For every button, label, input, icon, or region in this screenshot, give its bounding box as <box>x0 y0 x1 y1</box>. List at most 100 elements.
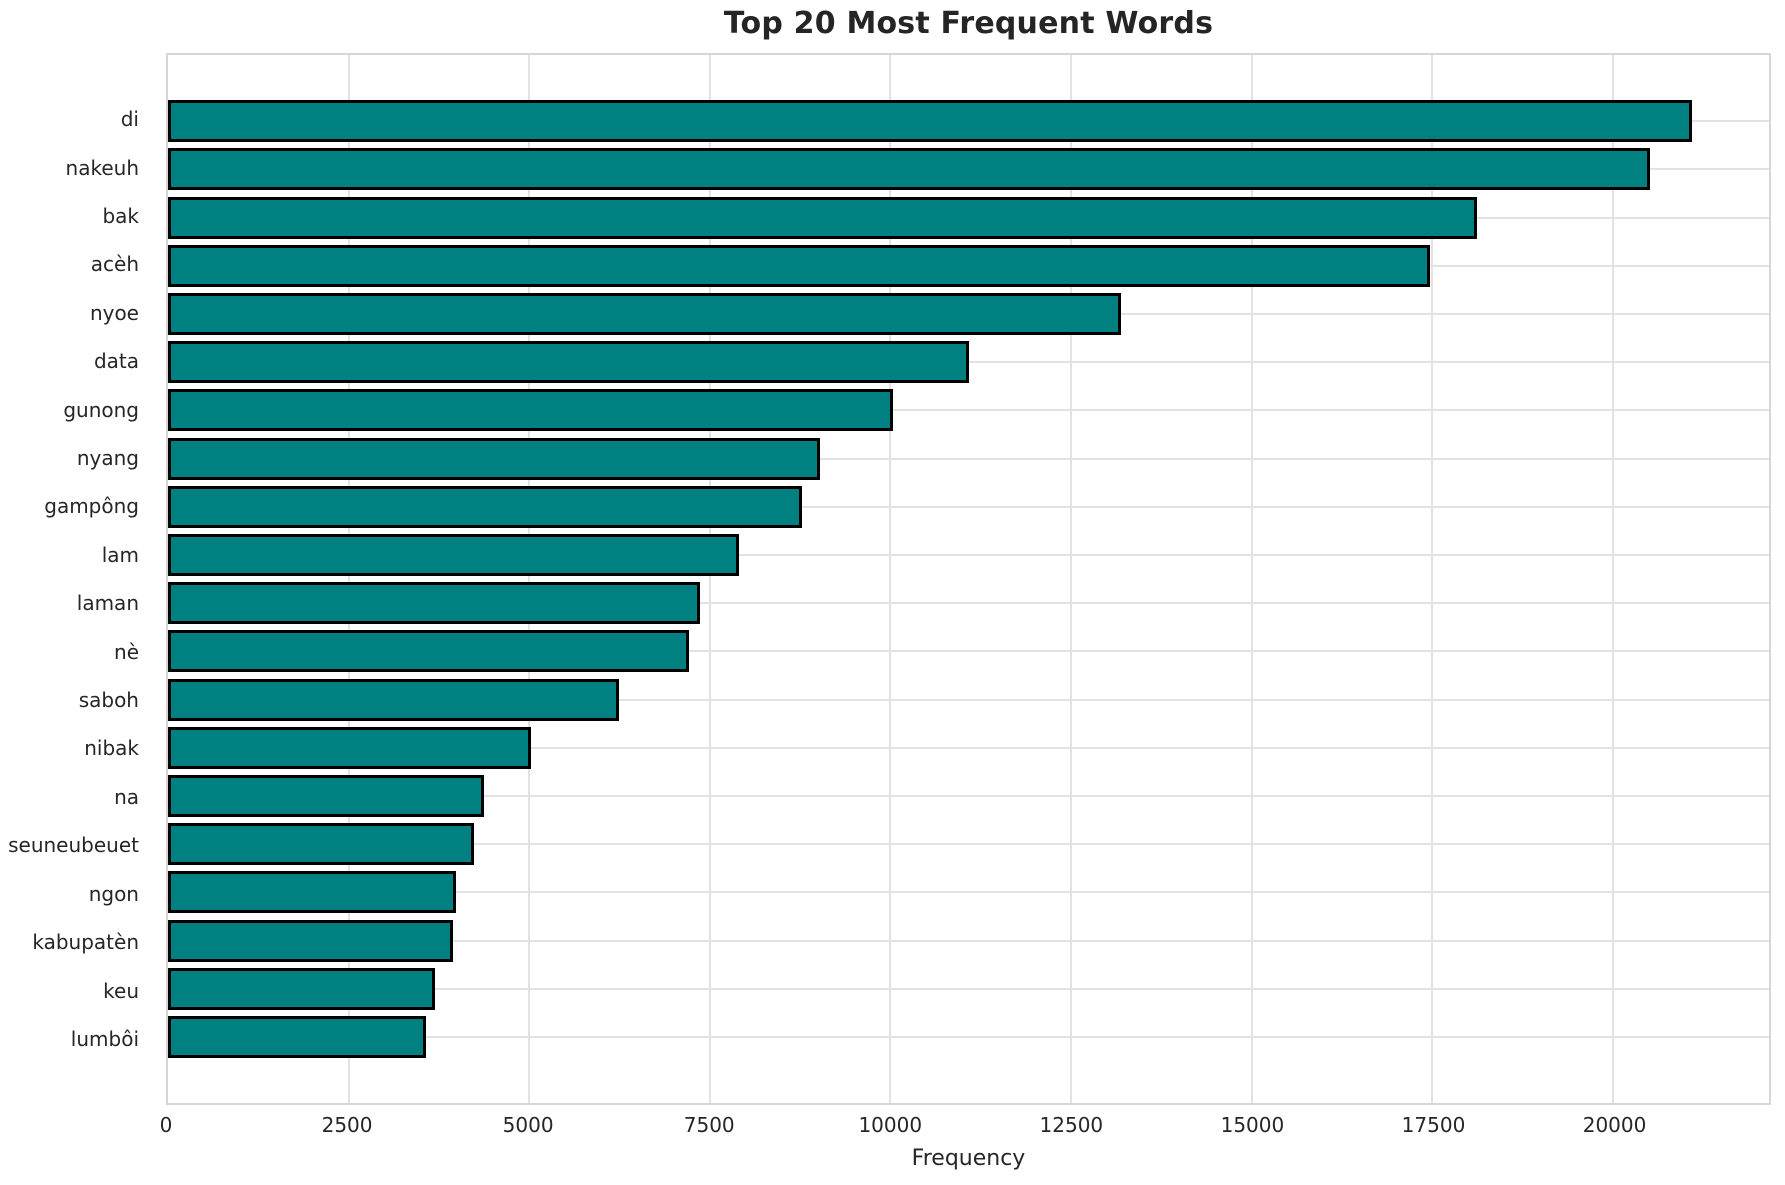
y-tick-label: keu <box>103 978 139 1003</box>
h-gridline <box>168 698 1769 701</box>
v-gridline <box>528 55 531 1103</box>
bar-ngon <box>168 871 456 914</box>
h-gridline <box>168 505 1769 508</box>
h-gridline <box>168 553 1769 556</box>
h-gridline <box>168 1035 1769 1038</box>
bar-row <box>168 868 1769 916</box>
v-gridline <box>347 55 350 1103</box>
v-gridline <box>1431 55 1434 1103</box>
v-gridline <box>1611 55 1614 1103</box>
x-tick-label: 20000 <box>1582 1113 1647 1137</box>
y-tick-label: saboh <box>78 688 139 713</box>
bar-row <box>168 386 1769 434</box>
x-axis-tick-labels: 0 2500 5000 7500 10000 12500 15000 17500 20000 <box>160 1113 1771 1141</box>
bar-row <box>168 772 1769 820</box>
x-tick-label: 10000 <box>858 1113 923 1137</box>
bar-row <box>168 531 1769 579</box>
bar-di <box>168 100 1693 143</box>
y-tick-label: data <box>93 349 139 374</box>
h-gridline <box>168 602 1769 605</box>
bar-nakeuh <box>168 148 1650 191</box>
x-tick-label: 7500 <box>683 1113 735 1137</box>
bar-row <box>168 627 1769 675</box>
y-tick-label: ngon <box>88 881 139 906</box>
bar-nyoe <box>168 292 1121 335</box>
h-gridline <box>168 746 1769 749</box>
x-axis-label: Frequency <box>911 1146 1026 1171</box>
bar-saboh <box>168 678 619 721</box>
y-tick-label: bak <box>102 204 139 229</box>
y-tick-label: lumbôi <box>70 1026 139 1051</box>
bar-row <box>168 965 1769 1013</box>
y-tick-label: acèh <box>90 252 139 277</box>
bar-row <box>168 483 1769 531</box>
bar-acèh <box>168 244 1431 287</box>
x-tick-label: 5000 <box>502 1113 554 1137</box>
x-tick-label: 2500 <box>321 1113 373 1137</box>
bar-row <box>168 916 1769 964</box>
plot-area <box>166 53 1771 1105</box>
bar-seuneubeuet <box>168 823 474 866</box>
bar-lam <box>168 533 740 576</box>
v-gridline <box>889 55 892 1103</box>
h-gridline <box>168 939 1769 942</box>
y-tick-label: nibak <box>84 736 139 761</box>
y-tick-label: kabupatèn <box>32 930 139 955</box>
bar-lumbôi <box>168 1015 426 1058</box>
y-tick-label: gampông <box>44 494 139 519</box>
bar-nibak <box>168 726 532 769</box>
bar-row <box>168 338 1769 386</box>
y-tick-label: di <box>120 107 139 132</box>
bar-row <box>168 1013 1769 1061</box>
h-gridline <box>168 361 1769 364</box>
h-gridline <box>168 409 1769 412</box>
y-tick-label: gunong <box>63 397 139 422</box>
x-tick-label: 15000 <box>1220 1113 1285 1137</box>
h-gridline <box>168 987 1769 990</box>
bar-keu <box>168 967 436 1010</box>
bar-laman <box>168 582 700 625</box>
y-tick-label: nakeuh <box>65 155 139 180</box>
y-tick-label: na <box>114 784 139 809</box>
y-tick-label: laman <box>76 591 139 616</box>
y-tick-label: lam <box>101 542 139 567</box>
bar-kabupatèn <box>168 919 454 962</box>
bar-bak <box>168 196 1478 239</box>
bar-nè <box>168 630 689 673</box>
bar-row <box>168 820 1769 868</box>
h-gridline <box>168 457 1769 460</box>
v-gridline <box>1070 55 1073 1103</box>
x-gridlines <box>168 55 1769 1103</box>
y-tick-label: seuneubeuet <box>8 833 139 858</box>
bars-container <box>168 55 1769 1103</box>
y-axis-tick-labels: di nakeuh bak acèh nyoe data gunong nyang gampôn… <box>0 53 152 1105</box>
bar-row <box>168 145 1769 193</box>
v-gridline <box>708 55 711 1103</box>
bar-row <box>168 579 1769 627</box>
h-gridline <box>168 843 1769 846</box>
bar-row <box>168 193 1769 241</box>
bar-row <box>168 290 1769 338</box>
chart-title: Top 20 Most Frequent Words <box>723 6 1214 41</box>
bar-row <box>168 434 1769 482</box>
y-tick-label: nè <box>114 639 139 664</box>
bar-data <box>168 341 969 384</box>
bar-nyang <box>168 437 821 480</box>
bar-row <box>168 97 1769 145</box>
h-gridline <box>168 891 1769 894</box>
y-tick-label: nyoe <box>89 300 139 325</box>
x-tick-label: 17500 <box>1401 1113 1466 1137</box>
x-tick-label: 0 <box>159 1113 173 1137</box>
y-tick-label: nyang <box>76 446 139 471</box>
h-gridline <box>168 650 1769 653</box>
h-gridline <box>168 794 1769 797</box>
bar-gunong <box>168 389 893 432</box>
bar-row <box>168 675 1769 723</box>
bar-na <box>168 774 485 817</box>
bar-row <box>168 724 1769 772</box>
bar-row <box>168 242 1769 290</box>
bar-gampông <box>168 485 802 528</box>
v-gridline <box>1250 55 1253 1103</box>
x-tick-label: 12500 <box>1039 1113 1104 1137</box>
